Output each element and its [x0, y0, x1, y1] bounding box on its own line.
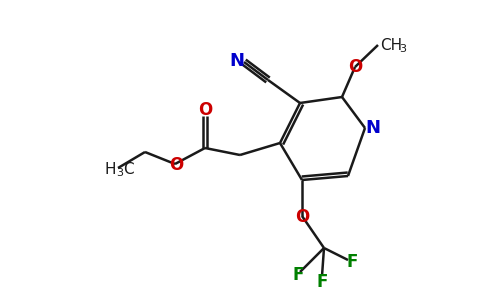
Text: O: O [198, 101, 212, 119]
Text: F: F [317, 273, 328, 291]
Text: C: C [123, 161, 134, 176]
Text: N: N [365, 119, 380, 137]
Text: 3: 3 [116, 168, 123, 178]
Text: CH: CH [380, 38, 402, 52]
Text: O: O [295, 208, 309, 226]
Text: H: H [105, 161, 116, 176]
Text: F: F [347, 253, 358, 271]
Text: O: O [169, 156, 183, 174]
Text: N: N [229, 52, 244, 70]
Text: 3: 3 [399, 44, 406, 54]
Text: F: F [292, 266, 303, 284]
Text: O: O [348, 58, 362, 76]
